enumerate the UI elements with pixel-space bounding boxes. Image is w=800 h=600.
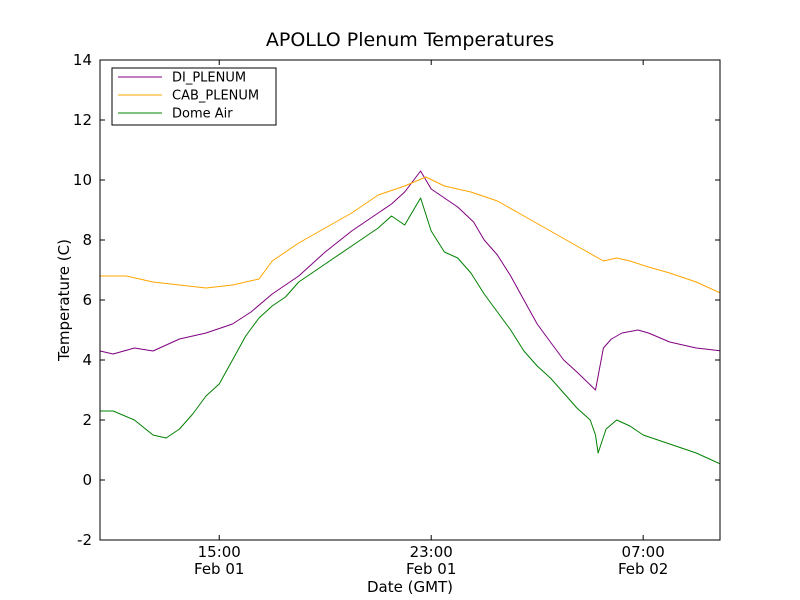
x-tick-time-label: 07:00: [622, 543, 665, 561]
series-line-cab-plenum: [100, 176, 720, 294]
legend-label: DI_PLENUM: [172, 71, 246, 86]
series-line-di-plenum: [100, 170, 720, 391]
y-tick-label: 8: [82, 231, 92, 249]
y-tick-label: 0: [82, 471, 92, 489]
x-tick-time-label: 15:00: [198, 543, 241, 561]
x-axis-label: Date (GMT): [367, 578, 453, 596]
series-layer: [100, 170, 720, 465]
y-tick-label: 12: [73, 111, 92, 129]
y-tick-label: 14: [73, 51, 92, 69]
legend: DI_PLENUM CAB_PLENUM Dome Air: [111, 67, 277, 126]
x-tick-date-label: Feb 02: [618, 560, 668, 578]
y-tick-label: 10: [73, 171, 92, 189]
series-line-dome-air: [100, 197, 720, 465]
y-axis-label: Temperature (C): [55, 239, 73, 362]
legend-label: CAB_PLENUM: [172, 89, 259, 104]
chart-title: APOLLO Plenum Temperatures: [266, 29, 554, 51]
legend-label: Dome Air: [172, 107, 233, 122]
x-tick-time-label: 23:00: [410, 543, 453, 561]
y-axis: -2 0 2 4 6 8 10 12 14: [73, 51, 720, 549]
y-tick-label: 6: [82, 291, 92, 309]
y-tick-label: -2: [77, 531, 92, 549]
x-tick-date-label: Feb 01: [406, 560, 456, 578]
y-tick-label: 4: [82, 351, 92, 369]
x-tick-date-label: Feb 01: [194, 560, 244, 578]
y-tick-label: 2: [82, 411, 92, 429]
